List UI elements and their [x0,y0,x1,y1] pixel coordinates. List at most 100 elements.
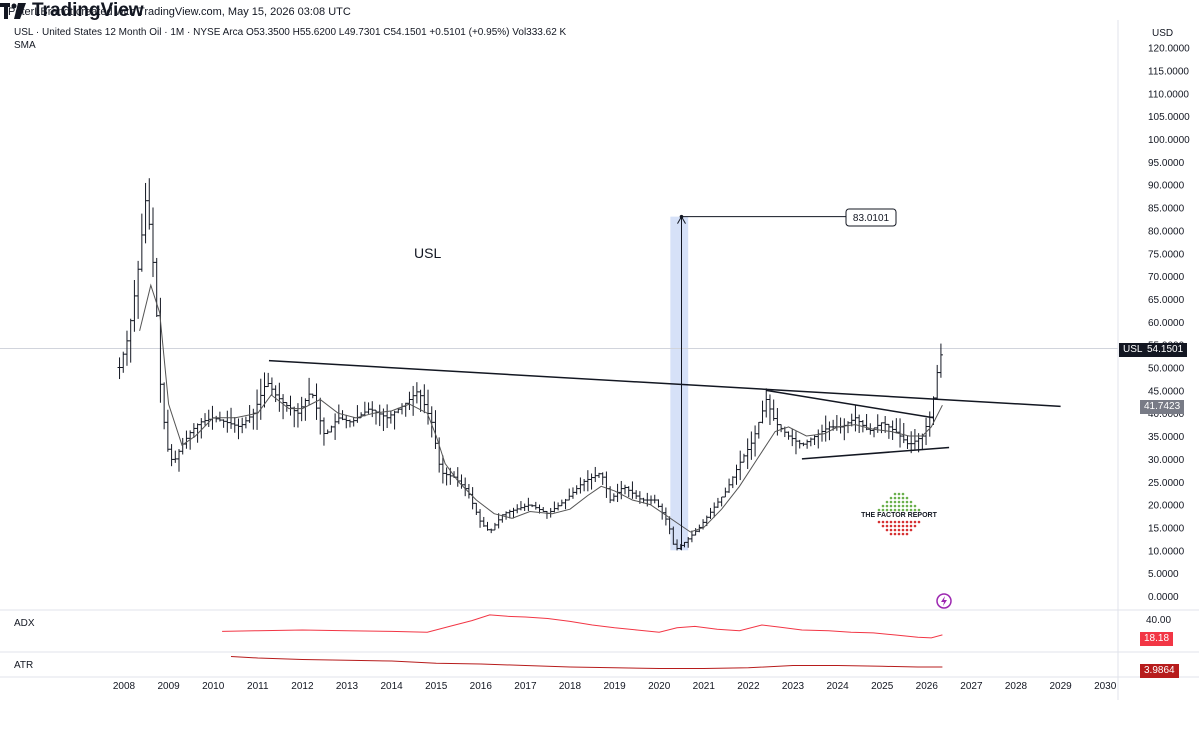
ohlc-bar [585,470,590,492]
logo-dot-green [905,496,909,500]
ohlc-bar [924,417,929,446]
ohlc-bar [366,402,371,414]
ohlc-bar [507,509,512,519]
ohlc-bar [310,393,315,399]
ohlc-bar [626,486,631,498]
lightning-icon[interactable] [936,593,952,609]
logo-dot-red [893,528,897,532]
ohlc-bar [667,516,672,535]
logo-dot-red [897,520,901,524]
logo-dot-green [877,508,881,512]
ohlc-bar [336,404,341,425]
ohlc-bar [671,526,676,545]
logo-dot-red [885,520,889,524]
adx-value-badge: 18.18 [1140,632,1174,646]
atr-pane-label[interactable]: ATR [14,660,34,671]
ohlc-bar [281,394,286,420]
ohlc-bar [355,405,360,423]
ohlc-bar [756,421,761,439]
logo-dot-red [913,524,917,528]
logo-dot-red [897,528,901,532]
ohlc-bar [128,318,133,363]
ohlc-bar [117,357,122,380]
ohlc-bar [901,422,906,444]
ohlc-bar [333,413,338,440]
ohlc-bar [150,207,155,278]
ohlc-bar [325,429,330,435]
x-tick-label: 2011 [247,681,269,692]
ohlc-bar [574,485,579,495]
ohlc-bar [793,431,798,455]
logo-dot-red [913,520,917,524]
y-tick-label: 70.0000 [1148,272,1185,283]
ohlc-bar [883,416,888,433]
ohlc-bar [318,397,323,435]
ohlc-bar [295,403,300,428]
logo-dot-green [893,492,897,496]
logo-dot-green [913,504,917,508]
x-tick-label: 2017 [514,681,537,692]
ohlc-bar [589,473,594,490]
x-tick-label: 2013 [336,681,359,692]
ohlc-bar [600,472,605,485]
symbol-legend[interactable]: USL · United States 12 Month Oil · 1M · … [14,27,567,38]
ohlc-bar [548,507,553,518]
ohlc-bar [730,476,735,489]
y-tick-label: 95.0000 [1148,158,1185,169]
x-tick-label: 2028 [1005,681,1028,692]
atr-line [230,656,943,669]
x-tick-label: 2018 [559,681,582,692]
logo-dot-red [901,528,905,532]
ohlc-bar [619,480,624,500]
ohlc-bar [786,431,791,440]
ohlc-bar [362,401,367,417]
ohlc-bar [522,503,527,512]
ohlc-bar [938,343,943,378]
logo-dot-green [901,504,905,508]
ohlc-bar [162,382,167,430]
ohlc-bar [723,487,728,498]
y-tick-label: 80.0000 [1148,226,1185,237]
ohlc-bar [496,513,501,529]
ohlc-bar [912,429,917,450]
ohlc-bar [329,425,334,433]
y-tick-label: 65.0000 [1148,295,1185,306]
y-tick-label: 60.0000 [1148,318,1185,329]
ohlc-bar [373,409,378,425]
x-tick-label: 2008 [113,681,136,692]
ohlc-bar [173,450,178,463]
tradingview-brand[interactable]: TradingView [0,0,1199,22]
ohlc-bar [808,437,813,447]
ohlc-bar [816,429,821,449]
usl-price-badge: 54.1501 [1143,343,1188,357]
y-tick-label: 120.0000 [1148,44,1190,55]
trendline-triangle-bottom [801,446,950,460]
y-tick-label: 90.0000 [1148,181,1185,192]
measure-layer [677,214,846,551]
ohlc-bar [504,511,509,520]
ohlc-bar [530,504,535,508]
highlight-layer [670,216,689,551]
ohlc-bar [351,416,356,427]
ohlc-bar [544,510,549,519]
ohlc-bar [236,418,241,440]
sma-legend[interactable]: SMA [14,40,36,51]
logo-dot-red [893,532,897,536]
logo-dot-red [917,520,921,524]
usl-annotation: USL [414,245,441,261]
ohlc-bar [481,516,486,527]
ohlc-bar [857,414,862,434]
sma-value-badge: 41.7423 [1140,400,1185,414]
logo-dot-red [909,520,913,524]
ohlc-bar [556,502,561,511]
y-tick-label: 50.0000 [1148,364,1185,375]
adx-pane-label[interactable]: ADX [14,618,35,629]
x-tick-label: 2023 [782,681,805,692]
logo-dot-green [905,504,909,508]
ohlc-bar [191,423,196,438]
logo-dot-green [897,508,901,512]
ohlc-bar [771,399,776,421]
ohlc-bar [898,418,903,448]
ohlc-bar [842,418,847,441]
